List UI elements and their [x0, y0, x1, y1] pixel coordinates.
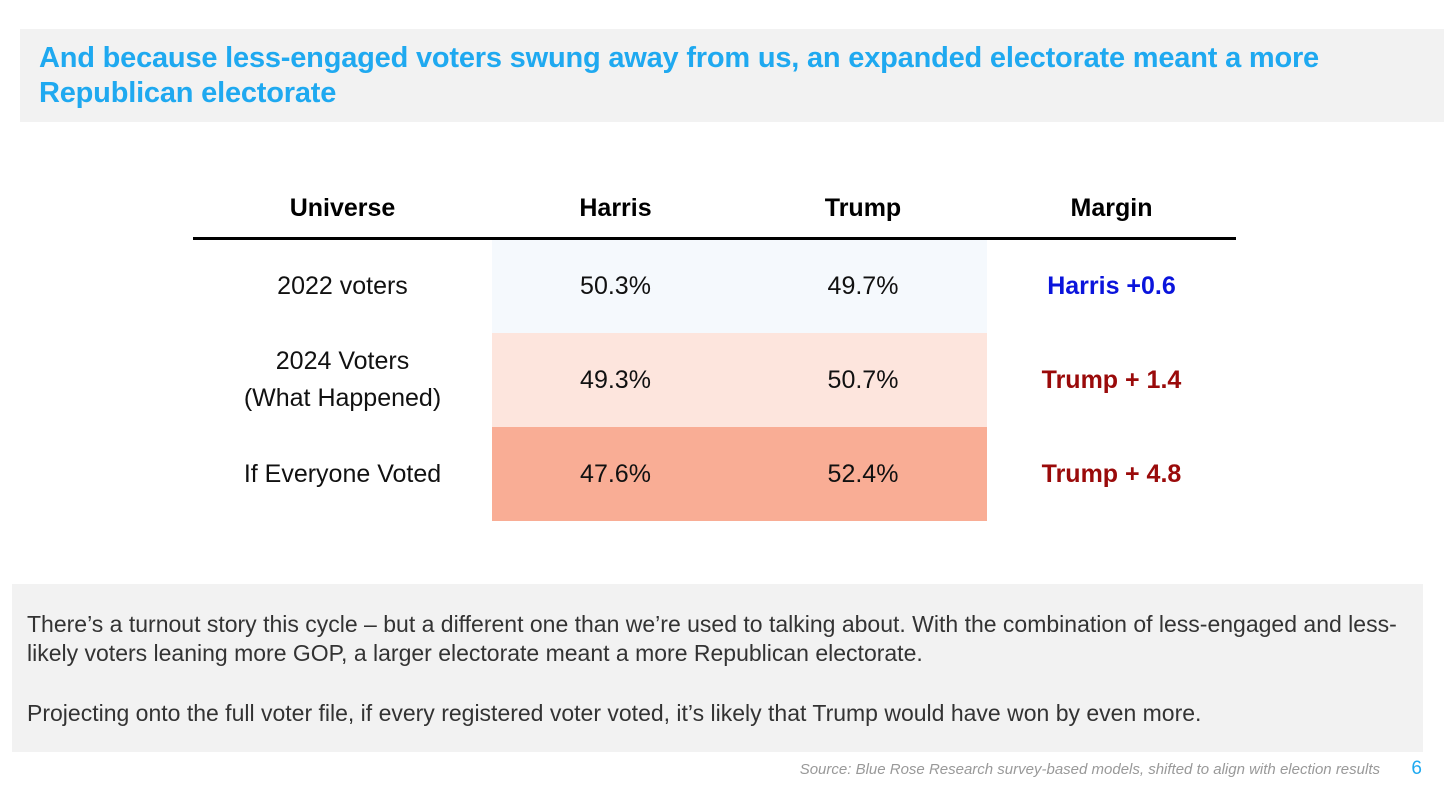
table-header-row: Universe Harris Trump Margin	[193, 180, 1236, 240]
trump-share-cell: 52.4%	[739, 427, 987, 521]
commentary-paragraph-1: There’s a turnout story this cycle – but…	[27, 611, 1397, 666]
results-table-container: Universe Harris Trump Margin 2022 voters…	[193, 180, 1236, 521]
universe-cell: If Everyone Voted	[193, 427, 492, 521]
source-note: Source: Blue Rose Research survey-based …	[799, 761, 1380, 778]
header-harris: Harris	[492, 180, 739, 240]
universe-cell: 2024 Voters (What Happened)	[193, 333, 492, 427]
header-universe: Universe	[193, 180, 492, 240]
results-table: Universe Harris Trump Margin 2022 voters…	[193, 180, 1236, 521]
harris-share-cell: 49.3%	[492, 333, 739, 427]
table-row-if-everyone-voted: If Everyone Voted 47.6% 52.4% Trump + 4.…	[193, 427, 1236, 521]
table-row-2022-voters: 2022 voters 50.3% 49.7% Harris +0.6	[193, 238, 1236, 334]
universe-cell: 2022 voters	[193, 239, 492, 334]
universe-label: 2024 Voters	[275, 347, 410, 375]
trump-share-cell: 50.7%	[739, 333, 987, 427]
header-trump: Trump	[739, 180, 987, 240]
margin-cell: Trump + 1.4	[1041, 365, 1182, 394]
page-number: 6	[1411, 758, 1422, 779]
universe-label: If Everyone Voted	[243, 459, 442, 488]
trump-share-cell: 49.7%	[739, 238, 987, 333]
commentary-paragraph-2: Projecting onto the full voter file, if …	[27, 700, 1202, 726]
commentary-box: There’s a turnout story this cycle – but…	[12, 584, 1423, 752]
universe-label: 2022 voters	[277, 272, 408, 300]
title-bar: And because less-engaged voters swung aw…	[20, 29, 1444, 122]
harris-share-cell: 50.3%	[492, 238, 739, 333]
harris-share-cell: 47.6%	[492, 427, 739, 521]
header-margin: Margin	[987, 180, 1236, 240]
slide-title: And because less-engaged voters swung aw…	[39, 42, 1319, 109]
margin-cell: Harris +0.6	[1047, 272, 1176, 300]
universe-sublabel: (What Happened)	[243, 384, 442, 412]
table-row-2024-voters: 2024 Voters (What Happened) 49.3% 50.7% …	[193, 333, 1236, 427]
margin-cell: Trump + 4.8	[1041, 459, 1182, 488]
